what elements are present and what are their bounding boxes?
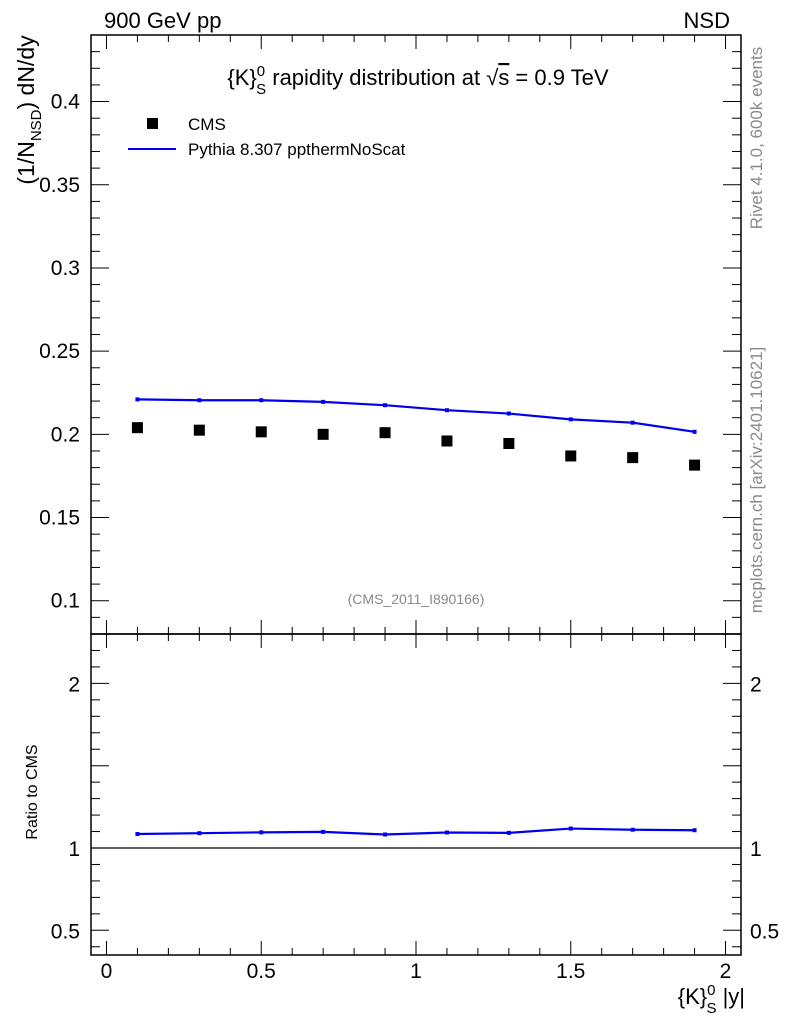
ratio-y-axis-label: Ratio to CMS [24,744,41,839]
ratio-point [135,832,140,837]
pythia-point [259,398,264,403]
cms-point [379,427,391,439]
pythia-point [444,408,449,413]
pythia-point [630,420,635,425]
x-tick-label: 1.5 [556,960,585,983]
cms-point [689,459,701,471]
ratio-y-tick-label-right: 1 [750,838,762,861]
pythia-point [506,411,511,416]
chart-title: {K}0 S rapidity distribution at √s = 0.9 … [227,63,609,98]
pythia-point [197,398,202,403]
y-tick-label: 0.2 [51,423,80,446]
legend-label-pythia: Pythia 8.307 ppthermNoScat [188,140,406,159]
ratio-y-tick-label-right: 2 [750,673,762,696]
ratio-y-tick-label-right: 0.5 [750,920,779,943]
x-tick-label: 1 [410,960,422,983]
pythia-point [692,429,697,434]
x-tick-label: 2 [720,960,732,983]
x-axis-label: {K}0 S |y| [678,982,745,1017]
rivet-watermark: Rivet 4.1.0, 600k events [747,47,766,229]
ratio-point [259,830,264,835]
header-left: 900 GeV pp [104,8,221,33]
ratio-y-tick-label-left: 1 [68,838,80,861]
y-tick-label: 0.25 [39,340,80,363]
ratio-point [630,827,635,832]
legend-marker-cms [147,118,158,129]
x-tick-label: 0 [101,960,113,983]
ratio-point [197,831,202,836]
cms-point [441,435,453,447]
ratio-point [444,830,449,835]
y-tick-label: 0.4 [51,91,81,114]
y-tick-label: 0.35 [39,174,80,197]
cms-point [503,437,515,449]
y-tick-label: 0.15 [39,507,80,530]
pythia-point [135,397,140,402]
ratio-point [568,826,573,831]
mcplots-watermark: mcplots.cern.ch [arXiv:2401.10621] [747,347,766,613]
y-axis-label: (1/NNSD) dN/dy [13,35,45,185]
pythia-point [321,399,326,404]
cms-point [255,426,267,438]
ratio-point [506,830,511,835]
cms-point [565,450,577,462]
y-tick-label: 0.3 [51,257,80,280]
ratio-point [321,829,326,834]
ratio-line-pythia [137,827,695,836]
ratio-plot-frame [90,633,742,956]
pythia-point [383,403,388,408]
cms-point [131,422,143,434]
y-tick-label: 0.1 [51,590,80,613]
cms-point [317,428,329,440]
cms-point [193,424,205,436]
ratio-y-tick-label-left: 0.5 [51,920,80,943]
x-tick-label: 0.5 [247,960,276,983]
series-line-pythia [137,398,695,433]
legend: CMS Pythia 8.307 ppthermNoScat [128,115,406,159]
legend-label-cms: CMS [188,115,226,134]
cms-point [627,452,639,464]
ratio-y-tick-label-left: 2 [68,673,80,696]
ratio-point [383,832,388,837]
header-right: NSD [684,8,730,33]
ratio-point [692,828,697,833]
analysis-annotation: (CMS_2011_I890166) [348,591,485,607]
pythia-point [568,417,573,422]
